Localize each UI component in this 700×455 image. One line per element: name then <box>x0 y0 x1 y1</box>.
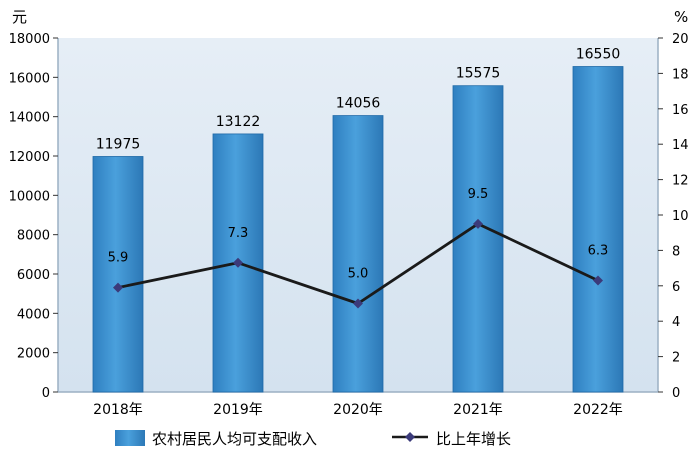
growth-value-label: 7.3 <box>228 226 249 241</box>
right-tick-label: 8 <box>672 244 680 259</box>
growth-point <box>113 282 123 293</box>
category-labels: 2018年 2019年 2020年 2021年 2022年 <box>93 402 623 418</box>
category-label: 2022年 <box>573 402 623 418</box>
bar-value-label: 13122 <box>216 114 261 130</box>
legend-bar-label: 农村居民人均可支配收入 <box>152 430 317 448</box>
growth-point <box>473 218 483 229</box>
category-label: 2018年 <box>93 402 143 418</box>
left-tick-label: 8000 <box>17 229 50 244</box>
right-tick-label: 16 <box>672 103 689 118</box>
right-tick-label: 14 <box>672 138 689 153</box>
left-tick-label: 4000 <box>17 307 50 322</box>
legend-bar-swatch <box>115 430 145 446</box>
right-tick-label: 12 <box>672 174 689 189</box>
left-tick-label: 6000 <box>17 268 50 283</box>
left-tick-label: 12000 <box>9 150 50 165</box>
right-tick-label: 6 <box>672 280 680 295</box>
bar-2021年 <box>452 85 504 393</box>
left-axis-unit: 元 <box>12 8 27 26</box>
right-axis-unit: % <box>674 8 688 26</box>
left-tick-label: 0 <box>42 386 50 401</box>
legend: 农村居民人均可支配收入 比上年增长 <box>115 430 511 448</box>
right-tick-label: 20 <box>672 32 689 47</box>
category-label: 2019年 <box>213 402 263 418</box>
growth-point <box>593 275 603 286</box>
bar-value-label: 15575 <box>456 66 501 82</box>
bar-value-label: 11975 <box>96 136 141 152</box>
right-tick-label: 10 <box>672 209 689 224</box>
growth-value-label: 5.0 <box>348 267 369 282</box>
right-tick-label: 0 <box>672 386 680 401</box>
category-label: 2021年 <box>453 402 503 418</box>
legend-line-marker <box>405 432 415 442</box>
right-tick-label: 18 <box>672 67 689 82</box>
bar-value-label: 14056 <box>336 96 381 112</box>
growth-value-label: 5.9 <box>108 251 129 266</box>
right-tick-label: 4 <box>672 315 680 330</box>
category-label: 2020年 <box>333 402 383 418</box>
left-tick-label: 16000 <box>9 71 50 86</box>
growth-value-label: 9.5 <box>468 187 489 202</box>
legend-line-label: 比上年增长 <box>436 430 511 448</box>
left-tick-label: 18000 <box>9 32 50 47</box>
growth-value-label: 6.3 <box>588 243 609 258</box>
left-axis-ticks: 0 2000 4000 6000 8000 10000 12000 14000 16000 180… <box>9 32 58 401</box>
left-tick-label: 10000 <box>9 189 50 204</box>
left-tick-label: 2000 <box>17 347 50 362</box>
growth-point <box>353 298 363 309</box>
right-tick-label: 2 <box>672 351 680 366</box>
bar-2018年 <box>92 156 144 393</box>
right-axis-ticks: 0 2 4 6 8 10 12 14 16 18 20 <box>658 32 689 401</box>
left-tick-label: 14000 <box>9 111 50 126</box>
bar-value-label: 16550 <box>576 47 621 63</box>
growth-point <box>233 257 243 268</box>
line-series: 5.9 7.3 5.0 9.5 6.3 <box>108 187 609 309</box>
bar-2020年 <box>332 115 384 393</box>
bar-2022年 <box>572 66 624 393</box>
bar-series: 11975 13122 14056 15575 16550 <box>92 47 624 393</box>
